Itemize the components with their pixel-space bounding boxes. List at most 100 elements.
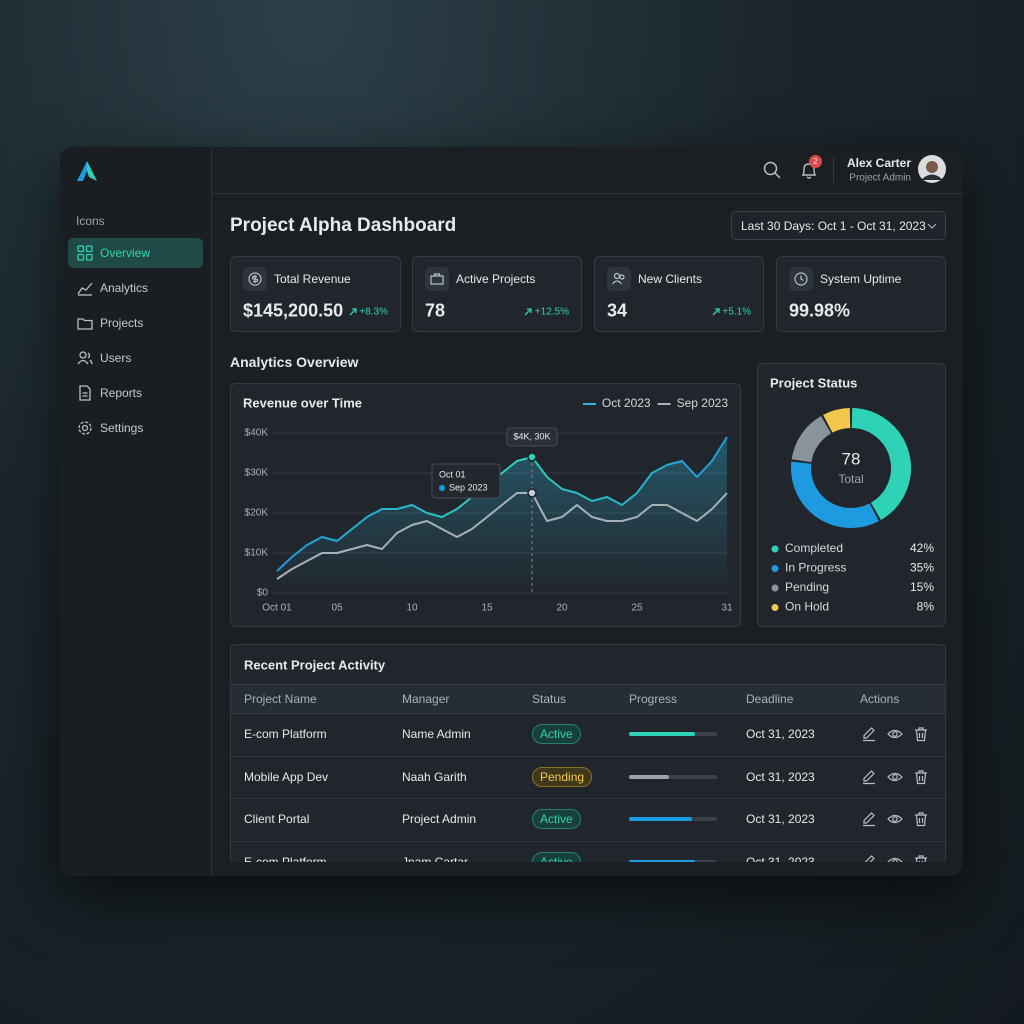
user-name: Alex Carter [846, 156, 911, 170]
legend-dot [771, 604, 779, 611]
edit-button[interactable] [861, 854, 877, 863]
center-label: Total [838, 472, 863, 486]
status-pill: Active [532, 809, 581, 829]
x-tick-label: 10 [406, 603, 418, 614]
cell-deadline: Oct 31, 2023 [746, 769, 815, 784]
view-button[interactable] [887, 811, 903, 827]
topbar: 2 Alex Carter Project Admin [212, 147, 963, 194]
legend-label: On Hold [785, 600, 829, 614]
kpi-icon [794, 272, 808, 286]
row-divider [231, 798, 945, 799]
date-range: Last 30 Days: Oct 1 - Oct 31, 2023 [741, 219, 926, 233]
kpi-icon-box [607, 267, 631, 291]
column-header: Actions [860, 692, 900, 706]
row-divider [231, 840, 945, 842]
search-icon[interactable] [763, 161, 781, 179]
status-pill: Active [532, 724, 581, 744]
progress-bar [629, 817, 693, 821]
column-header: Manager [402, 692, 450, 706]
area [277, 437, 727, 593]
nav-item[interactable]: Settings [100, 421, 144, 435]
nav-active-bg [68, 238, 203, 268]
kpi-icon [612, 272, 625, 285]
tooltip-text: $4K, 30K [513, 431, 550, 441]
kpi-change: +5.1% [722, 306, 751, 318]
chart-title: Revenue over Time [243, 395, 362, 410]
table-header [231, 684, 945, 714]
hover-point [527, 452, 537, 462]
x-tick-label: 15 [481, 603, 493, 614]
sidebar: Icons Overview Analytics Projects Users Repo… [60, 147, 212, 876]
cell-deadline: Oct 31, 2023 [746, 854, 815, 863]
kpi-label: Total Revenue [274, 272, 351, 286]
legend-dot [771, 545, 779, 553]
cell-name: Client Portal [244, 812, 310, 826]
tooltip-box [506, 427, 558, 447]
column-header: Status [532, 692, 567, 706]
view-button[interactable] [887, 726, 903, 742]
y-tick-label: $40K [245, 428, 269, 439]
delete-button[interactable] [913, 769, 929, 785]
legend-label: Sep 2023 [677, 396, 729, 410]
progress-track [629, 774, 717, 779]
nav-item[interactable]: Overview [100, 246, 151, 260]
table-title: Recent Project Activity [244, 657, 386, 673]
kpi-icon-box [425, 267, 449, 291]
kpi-change: +12.5% [534, 306, 569, 318]
nav-icon [77, 318, 93, 330]
delete-button[interactable] [913, 854, 929, 863]
nav-item[interactable]: Projects [100, 316, 144, 330]
donut-segment [791, 416, 832, 463]
line-series [276, 436, 728, 572]
center-value: 78 [842, 449, 861, 468]
donut-segment [851, 408, 911, 520]
line-chart: Revenue over Time $0 $10K $20K $30K $40K Oct … [243, 395, 733, 614]
edit-button[interactable] [861, 811, 877, 827]
value-label: 8% [917, 600, 935, 614]
delete-button[interactable] [913, 811, 929, 827]
kpi-value: 78 [425, 300, 446, 321]
kpi-card: Total Revenue $145,200.50 +8.3% [230, 256, 401, 332]
cell-manager: Naah Garith [402, 769, 467, 784]
nav-item[interactable]: Users [100, 351, 132, 365]
pie-chart-panel: Project Status 78 Total Completed 42% In P… [757, 363, 946, 627]
view-button[interactable] [887, 854, 903, 863]
cell-manager: Jnam Cartar [402, 854, 469, 863]
pie-chart: Project Status 78 Total Completed 42% In P… [770, 375, 935, 614]
kpi-icon [248, 272, 262, 286]
cell-name: E-com Platform [244, 854, 327, 863]
kpi-card: New Clients 34 +5.1% [594, 256, 764, 332]
column-header: Deadline [746, 692, 794, 706]
edit-button[interactable] [861, 726, 877, 742]
view-button[interactable] [887, 769, 903, 785]
nav-item[interactable]: Reports [100, 386, 143, 400]
avatar[interactable] [918, 155, 946, 183]
nav-item[interactable]: Analytics [100, 281, 149, 295]
edit-button[interactable] [861, 769, 877, 785]
cell-deadline: Oct 31, 2023 [746, 727, 815, 741]
kpi-value: 99.98% [789, 300, 851, 321]
nav-icon [77, 351, 93, 365]
value-label: 35% [910, 561, 934, 575]
x-tick-label: 31 [721, 603, 733, 614]
y-tick-label: $0 [257, 588, 269, 599]
x-tick-label: 20 [556, 603, 568, 614]
cell-name: E-com Platform [244, 727, 327, 741]
kpi-label: System Uptime [820, 272, 902, 286]
delete-button[interactable] [913, 726, 929, 742]
y-tick-label: $20K [245, 508, 269, 519]
column-header: Project Name [244, 692, 317, 706]
tooltip-text: Oct 01 [439, 469, 466, 479]
kpi-card: System Uptime 99.98% [776, 256, 946, 332]
date-range-picker[interactable]: Last 30 Days: Oct 1 - Oct 31, 2023 [731, 211, 946, 240]
tooltip-dot [439, 485, 445, 491]
trend-arrow [712, 308, 720, 316]
progress-bar [629, 859, 695, 862]
trend-arrow [524, 308, 532, 316]
user-role: Project Admin [849, 172, 911, 184]
y-tick-label: $10K [245, 548, 269, 559]
chart-title: Project Status [770, 375, 857, 390]
section-title: Analytics Overview [230, 354, 359, 370]
progress-bar [629, 732, 695, 736]
cell-deadline: Oct 31, 2023 [746, 812, 815, 826]
